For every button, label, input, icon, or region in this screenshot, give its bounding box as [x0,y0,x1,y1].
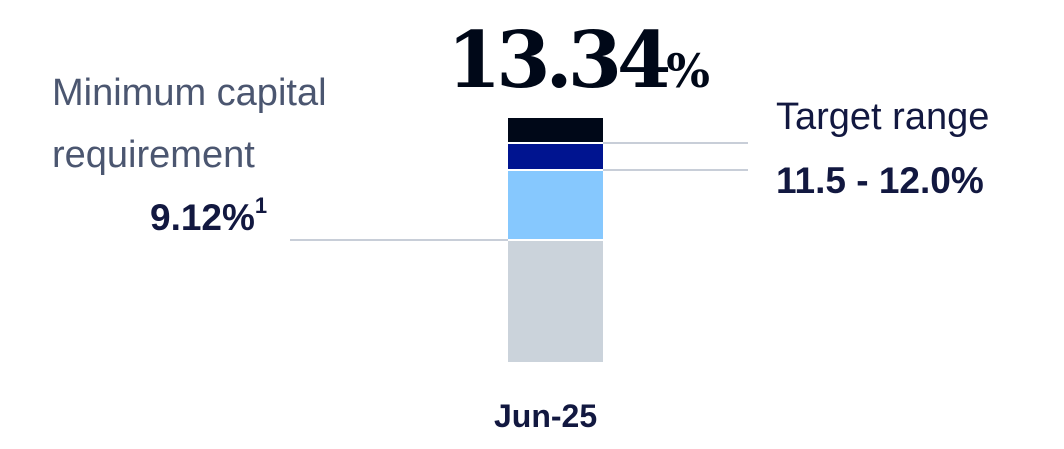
footnote-marker: 1 [254,193,268,218]
bar-segment-1 [508,171,603,239]
minimum-value-text: 9.12% [150,197,255,238]
total-value: 13.34 [447,15,671,106]
bar-segment-3 [508,118,603,142]
bar-segment-0 [508,241,603,362]
total-unit: % [666,44,710,98]
minimum-capital-value: 9.12%1 [150,193,267,239]
total-value-label: 13.34% [447,22,710,100]
target-range-value: 11.5 - 12.0% [776,160,984,201]
target-range-label: Target range [776,96,990,138]
bar-segment-2 [508,144,603,169]
minimum-capital-label: Minimum capital requirement [52,72,327,176]
x-category-label: Jun-25 [494,398,598,434]
